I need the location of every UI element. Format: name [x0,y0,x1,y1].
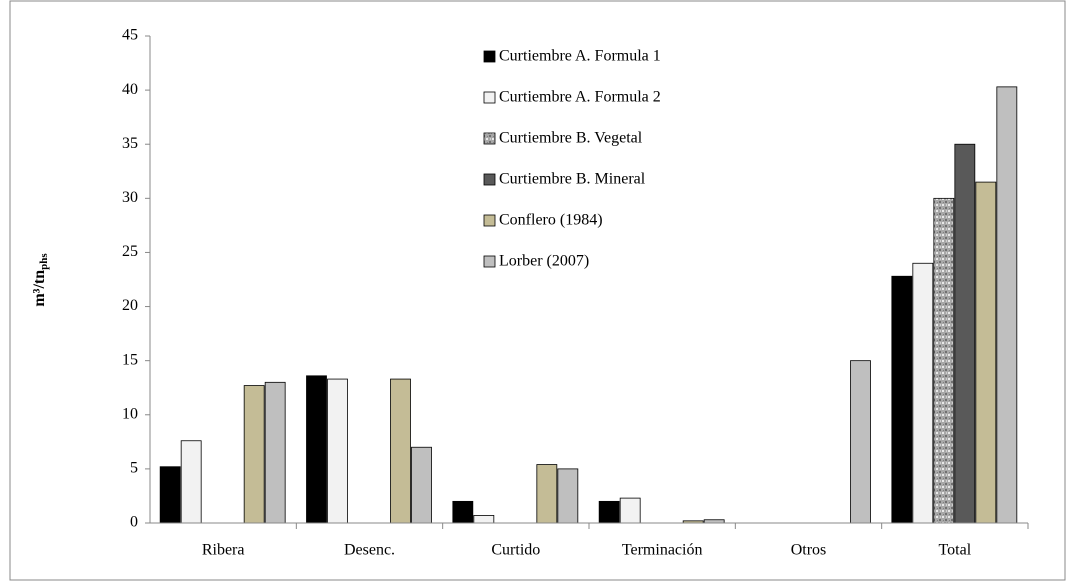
legend-label: Curtiembre B. Mineral [499,171,646,188]
legend-label: Curtiembre B. Vegetal [499,130,643,147]
legend-swatch [483,91,496,104]
bar [619,497,641,524]
y-tick-label: 5 [130,460,138,477]
y-tick-label: 35 [122,135,138,152]
bar [306,375,327,524]
y-tick-label: 25 [122,243,138,260]
x-tick-label: Terminación [622,542,703,559]
legend-swatch [483,132,496,145]
bar [452,500,474,524]
y-tick-label: 15 [122,351,138,368]
bar [327,378,348,524]
bar [390,378,411,524]
y-tick-label: 20 [122,297,138,314]
bar [536,464,558,524]
y-tick-label: 10 [122,405,138,422]
x-tick-label: Total [939,542,972,559]
legend-label: Conflero (1984) [499,212,603,229]
bar [975,181,997,524]
y-tick-label: 0 [130,514,138,531]
bar [159,466,181,524]
y-tick-label: 40 [122,81,138,98]
x-tick-label: Curtido [491,542,540,559]
y-axis-label: m³/tnphs [31,253,50,307]
legend-label: Curtiembre A. Formula 1 [499,48,661,65]
legend-label: Lorber (2007) [499,253,589,270]
x-tick-label: Desenc. [344,542,395,559]
legend-swatch [483,214,496,227]
bar [411,446,432,524]
bar [180,440,202,524]
bar [557,468,579,524]
bar [912,262,934,524]
legend-swatch [483,255,496,268]
y-tick-label: 30 [122,189,138,206]
bar [891,275,913,524]
bar [264,381,286,524]
x-tick-label: Ribera [202,542,245,559]
legend-label: Curtiembre A. Formula 2 [499,89,661,106]
legend-swatch [483,173,496,186]
bar [954,143,976,524]
bar [996,86,1018,524]
y-tick-label: 45 [122,27,138,44]
bar [850,360,871,524]
bar [473,515,495,524]
bar [933,197,955,524]
bar [598,500,620,524]
x-tick-label: Otros [791,542,827,559]
legend-swatch [483,50,496,63]
bar [243,385,265,524]
